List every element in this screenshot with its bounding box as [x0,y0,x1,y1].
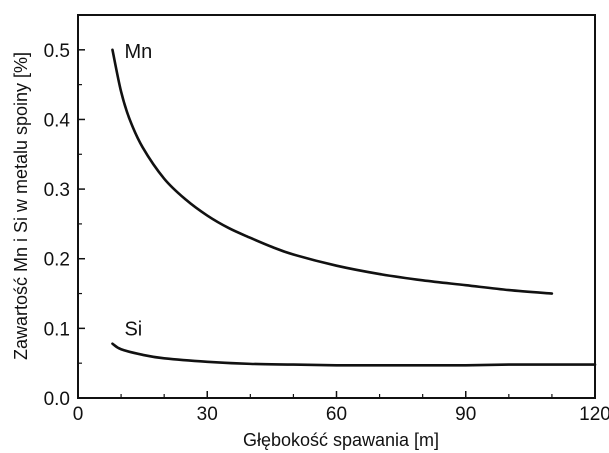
x-axis-label: Głębokość spawania [m] [243,430,439,450]
y-tick-label: 0.0 [44,389,70,410]
x-axis-ticks: 0 30 60 90 120 [73,391,609,425]
series-line-si [111,342,597,367]
series-label-mn: Mn [124,41,152,63]
series-layer [111,48,597,367]
y-axis-ticks: 0.0 0.1 0.2 0.3 0.4 0.5 [44,41,85,410]
x-tick-label: 90 [455,404,476,425]
y-tick-label: 0.1 [44,319,70,340]
x-tick-label: 0 [73,404,84,425]
y-tick-label: 0.4 [44,110,71,131]
x-tick-label: 60 [326,404,347,425]
y-tick-label: 0.2 [44,250,70,271]
y-tick-label: 0.3 [44,180,70,201]
plot-area-frame [77,14,596,399]
y-tick-label: 0.5 [44,41,70,62]
series-line-mn [111,48,554,295]
x-tick-label: 30 [197,404,218,425]
series-label-si: Si [124,319,142,341]
y-axis-label: Zawartość Mn i Si w metalu spoiny [%] [11,52,31,360]
series-labels: Mn Si [124,41,152,341]
x-tick-label: 120 [579,404,609,425]
